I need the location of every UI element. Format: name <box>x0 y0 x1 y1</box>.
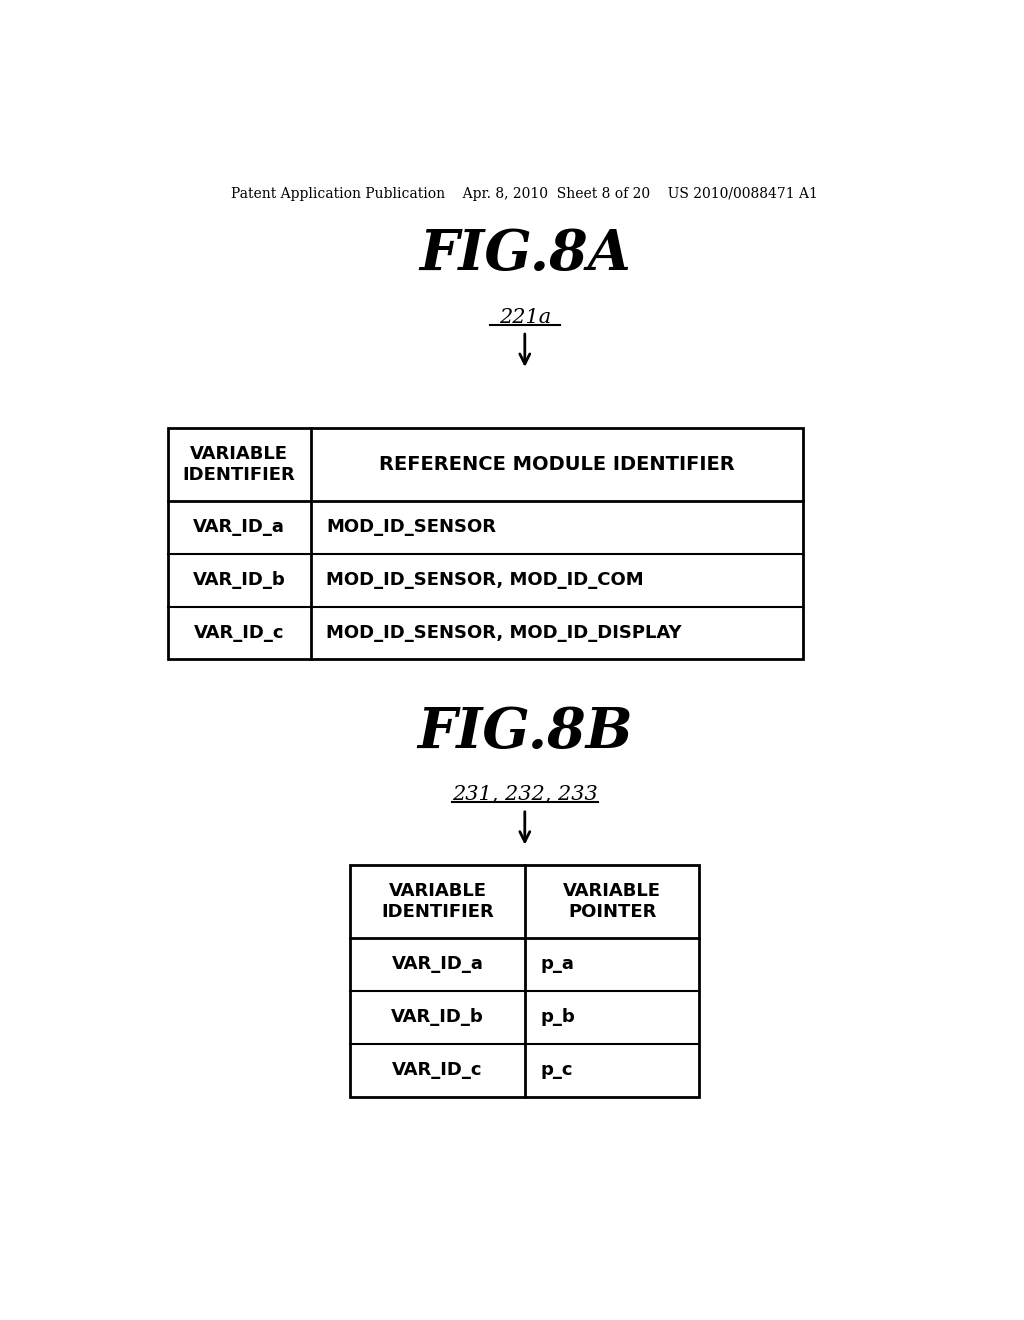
Text: MOD_ID_SENSOR, MOD_ID_DISPLAY: MOD_ID_SENSOR, MOD_ID_DISPLAY <box>327 624 682 642</box>
Text: VAR_ID_c: VAR_ID_c <box>392 1061 482 1080</box>
Text: 231, 232, 233: 231, 232, 233 <box>452 785 598 804</box>
Text: VARIABLE
POINTER: VARIABLE POINTER <box>563 882 662 921</box>
Text: VARIABLE
IDENTIFIER: VARIABLE IDENTIFIER <box>381 882 494 921</box>
Text: p_c: p_c <box>541 1061 573 1080</box>
Text: VAR_ID_a: VAR_ID_a <box>391 956 483 973</box>
Text: VAR_ID_b: VAR_ID_b <box>391 1008 484 1026</box>
Text: VAR_ID_c: VAR_ID_c <box>194 624 285 642</box>
Text: VAR_ID_b: VAR_ID_b <box>193 572 286 589</box>
Text: MOD_ID_SENSOR: MOD_ID_SENSOR <box>327 519 497 536</box>
Text: Patent Application Publication    Apr. 8, 2010  Sheet 8 of 20    US 2010/0088471: Patent Application Publication Apr. 8, 2… <box>231 187 818 201</box>
Text: p_a: p_a <box>541 956 574 973</box>
Text: p_b: p_b <box>541 1008 575 1026</box>
Bar <box>350 865 699 1097</box>
Text: VARIABLE
IDENTIFIER: VARIABLE IDENTIFIER <box>182 445 296 483</box>
Text: REFERENCE MODULE IDENTIFIER: REFERENCE MODULE IDENTIFIER <box>379 455 734 474</box>
Text: FIG.8A: FIG.8A <box>419 227 631 282</box>
Text: VAR_ID_a: VAR_ID_a <box>194 519 285 536</box>
Text: MOD_ID_SENSOR, MOD_ID_COM: MOD_ID_SENSOR, MOD_ID_COM <box>327 572 644 589</box>
Text: 221a: 221a <box>499 309 551 327</box>
Text: FIG.8B: FIG.8B <box>417 705 633 760</box>
Bar <box>168 428 803 660</box>
